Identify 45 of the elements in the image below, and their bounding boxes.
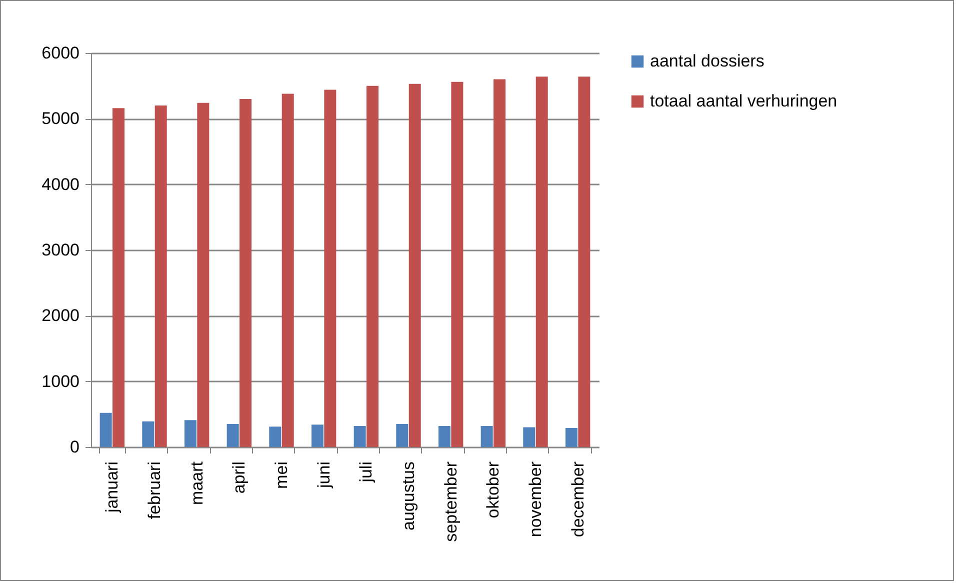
bar bbox=[366, 86, 379, 447]
legend-label: aantal dossiers bbox=[650, 52, 764, 70]
x-tick-label: juli bbox=[356, 462, 376, 484]
x-tick-label: februari bbox=[145, 462, 164, 520]
x-tick-label: november bbox=[526, 461, 545, 538]
bar bbox=[240, 98, 252, 447]
x-tick-label: augustus bbox=[399, 462, 418, 530]
bar bbox=[197, 102, 210, 447]
bar bbox=[451, 82, 464, 447]
bar bbox=[578, 76, 590, 447]
bar bbox=[438, 426, 450, 447]
bar bbox=[324, 90, 336, 447]
y-tick-label: 4000 bbox=[42, 174, 80, 194]
bar bbox=[408, 84, 421, 447]
legend-label: totaal aantal verhuringen bbox=[650, 92, 838, 110]
bar bbox=[565, 428, 578, 447]
x-tick-label: september bbox=[441, 461, 460, 542]
bar bbox=[480, 426, 493, 447]
x-tick-label: januari bbox=[102, 462, 122, 514]
bar bbox=[154, 106, 167, 447]
x-tick-label: mei bbox=[272, 462, 291, 489]
x-tick-label: maart bbox=[187, 461, 206, 505]
bar bbox=[536, 76, 548, 447]
y-tick-label: 1000 bbox=[42, 372, 80, 391]
x-tick-label: december bbox=[568, 461, 588, 538]
bar bbox=[142, 421, 154, 447]
bar bbox=[184, 420, 196, 447]
bar bbox=[354, 426, 366, 447]
y-tick-label: 5000 bbox=[42, 109, 80, 128]
y-tick-label: 2000 bbox=[42, 306, 80, 326]
y-tick-label: 6000 bbox=[42, 44, 80, 62]
y-tick-label: 3000 bbox=[42, 240, 80, 260]
bar bbox=[396, 424, 408, 447]
bar bbox=[494, 79, 506, 447]
x-tick-label: april bbox=[230, 462, 249, 494]
bar bbox=[523, 427, 536, 447]
x-tick-label: juni bbox=[314, 462, 334, 489]
bar bbox=[226, 424, 239, 447]
y-tick-label: 0 bbox=[70, 438, 80, 456]
bar bbox=[100, 412, 112, 447]
bar bbox=[112, 108, 125, 447]
bar bbox=[282, 94, 294, 447]
bar bbox=[269, 426, 282, 447]
x-tick-label: oktober bbox=[484, 461, 503, 518]
bar bbox=[311, 424, 324, 447]
